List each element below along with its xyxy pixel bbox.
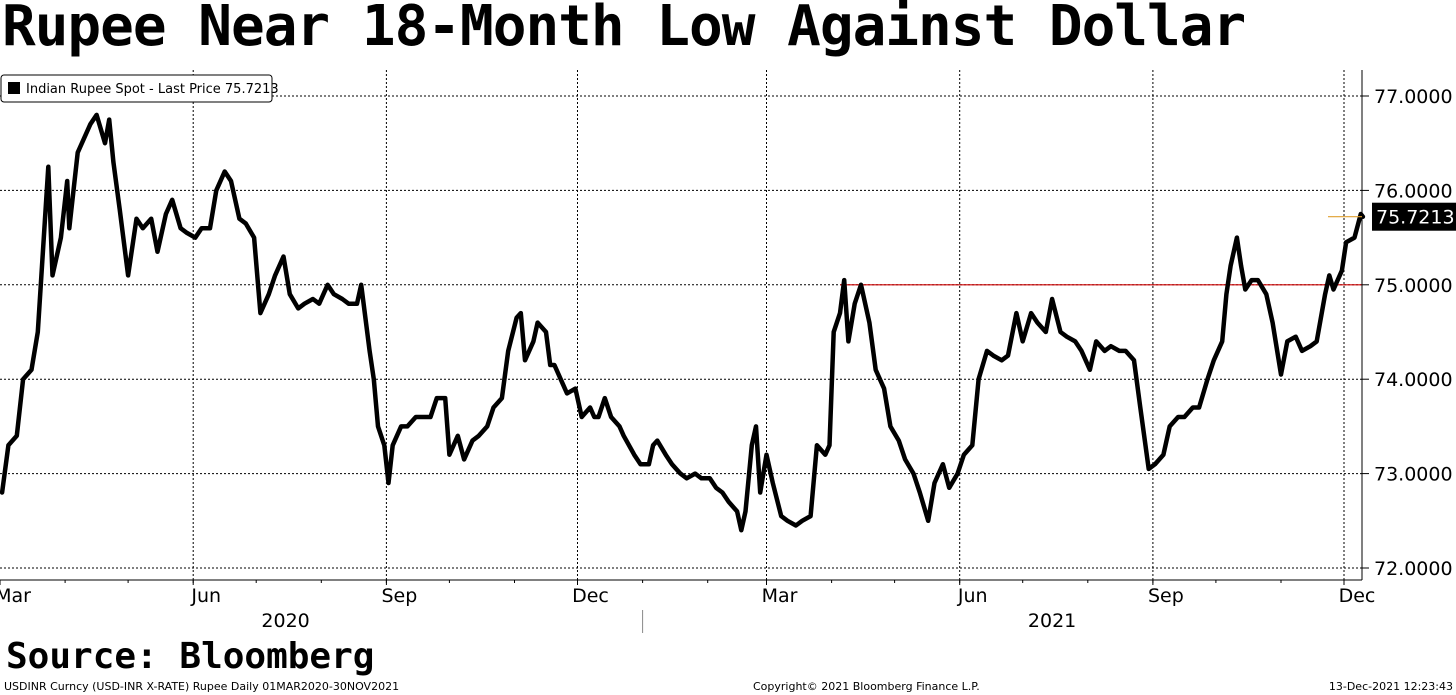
footer-copyright: Copyright© 2021 Bloomberg Finance L.P. bbox=[753, 680, 980, 693]
x-tick-label: Dec bbox=[572, 585, 609, 607]
y-tick-label: 74.0000 bbox=[1374, 369, 1453, 391]
legend-box bbox=[0, 74, 273, 103]
rupee-spot-series-line bbox=[0, 112, 1366, 533]
year-label: 2021 bbox=[1028, 610, 1076, 632]
grid-lines bbox=[0, 70, 1362, 580]
axes: 77.0000 76.0000 75.0000 74.0000 73.0000 72.00… bbox=[0, 70, 1456, 633]
x-tick-label: Mar bbox=[0, 585, 31, 607]
y-tick-label: 77.0000 bbox=[1374, 86, 1453, 108]
x-tick-label: Jun bbox=[190, 585, 221, 607]
x-tick-label: Jun bbox=[957, 585, 988, 607]
footer-timestamp: 13-Dec-2021 12:23:43 bbox=[1328, 680, 1453, 693]
y-tick-label: 73.0000 bbox=[1374, 464, 1453, 486]
footer-ticker-info: USDINR Curncy (USD-INR X-RATE) Rupee Dai… bbox=[4, 680, 400, 693]
y-tick-label: 75.0000 bbox=[1374, 275, 1453, 297]
plot-area bbox=[0, 112, 1366, 533]
legend-swatch bbox=[8, 82, 20, 94]
x-tick-label: Mar bbox=[762, 585, 798, 607]
x-tick-label: Dec bbox=[1339, 585, 1376, 607]
last-price-label: 75.7213 bbox=[1376, 207, 1455, 229]
chart-legend: Indian Rupee Spot - Last Price 75.7213 bbox=[0, 74, 279, 103]
y-tick-label: 76.0000 bbox=[1374, 180, 1453, 202]
source-note: Source: Bloomberg bbox=[6, 636, 375, 677]
page-title: Rupee Near 18-Month Low Against Dollar bbox=[2, 0, 1246, 59]
legend-label: Indian Rupee Spot - Last Price 75.7213 bbox=[26, 82, 279, 97]
line-chart: 77.0000 76.0000 75.0000 74.0000 73.0000 72.00… bbox=[0, 70, 1456, 633]
y-tick-label: 72.0000 bbox=[1374, 558, 1453, 580]
year-label: 2020 bbox=[261, 610, 309, 632]
last-price-box bbox=[1372, 202, 1456, 231]
x-tick-label: Sep bbox=[1148, 585, 1184, 607]
x-tick-label: Sep bbox=[381, 585, 417, 607]
